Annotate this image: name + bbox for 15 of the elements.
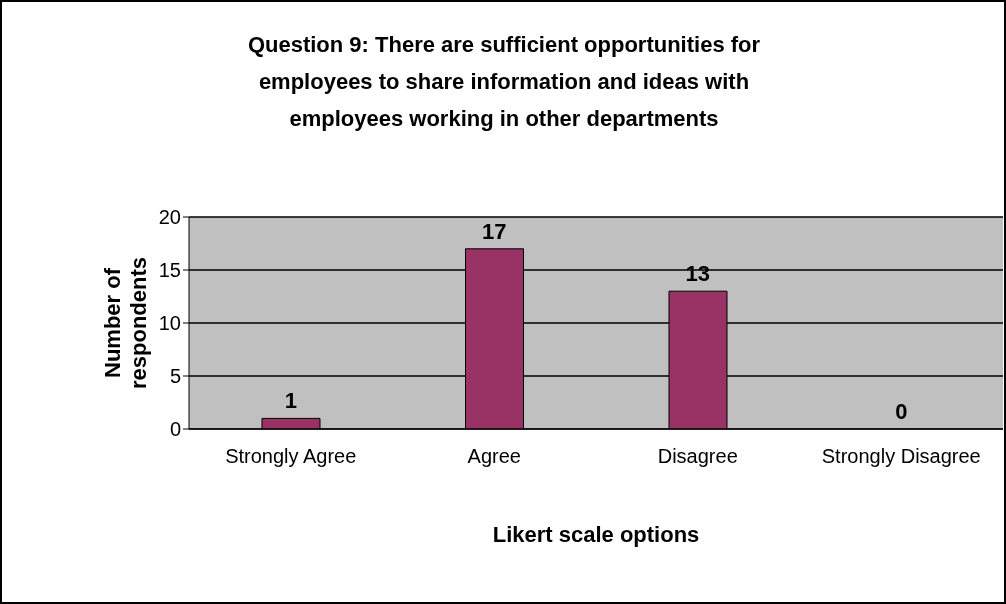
x-tick-label: Disagree xyxy=(657,445,738,468)
data-label: 0 xyxy=(895,399,908,424)
y-tick-label: 20 xyxy=(158,206,181,229)
x-tick-label: Strongly Disagree xyxy=(821,445,981,468)
x-tick-label: Strongly Agree xyxy=(225,445,357,468)
y-tick-label: 10 xyxy=(158,312,181,335)
y-tick-label: 0 xyxy=(169,418,181,441)
y-axis-title: Number of respondents xyxy=(100,256,151,390)
data-label: 17 xyxy=(482,218,507,244)
x-axis-title: Likert scale options xyxy=(492,522,700,547)
x-tick-label: Agree xyxy=(467,445,521,468)
y-tick-label: 5 xyxy=(169,365,181,388)
chart-title: Question 9: There are sufficient opportunities for employees to share information and ideas with employees working in other departments xyxy=(246,31,762,133)
data-label: 1 xyxy=(284,388,297,414)
y-tick-label: 15 xyxy=(158,259,181,282)
